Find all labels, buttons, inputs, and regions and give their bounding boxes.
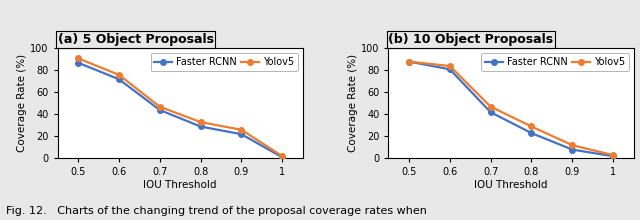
Y-axis label: Coverage Rate (%): Coverage Rate (%) bbox=[17, 54, 28, 152]
Faster RCNN bbox=[278, 156, 286, 159]
Y-axis label: Coverage Rate (%): Coverage Rate (%) bbox=[348, 54, 358, 152]
Text: (a) 5 Object Proposals: (a) 5 Object Proposals bbox=[58, 33, 214, 46]
Yolov5 bbox=[609, 154, 617, 156]
Faster RCNN bbox=[568, 148, 576, 151]
Faster RCNN bbox=[487, 111, 495, 114]
Yolov5 bbox=[568, 144, 576, 147]
Faster RCNN bbox=[196, 125, 204, 128]
Yolov5 bbox=[278, 155, 286, 158]
X-axis label: IOU Threshold: IOU Threshold bbox=[143, 180, 217, 190]
Yolov5 bbox=[405, 60, 413, 63]
Legend: Faster RCNN, Yolov5: Faster RCNN, Yolov5 bbox=[150, 53, 298, 71]
Yolov5 bbox=[196, 121, 204, 123]
Faster RCNN bbox=[156, 109, 164, 111]
Text: (b) 10 Object Proposals: (b) 10 Object Proposals bbox=[388, 33, 554, 46]
Line: Yolov5: Yolov5 bbox=[406, 59, 616, 158]
Yolov5 bbox=[156, 105, 164, 108]
Line: Faster RCNN: Faster RCNN bbox=[76, 60, 285, 160]
Faster RCNN bbox=[115, 78, 123, 81]
Yolov5 bbox=[446, 65, 454, 67]
Line: Yolov5: Yolov5 bbox=[76, 55, 285, 159]
Yolov5 bbox=[74, 57, 82, 60]
Faster RCNN bbox=[609, 155, 617, 158]
X-axis label: IOU Threshold: IOU Threshold bbox=[474, 180, 548, 190]
Faster RCNN bbox=[527, 132, 535, 134]
Line: Faster RCNN: Faster RCNN bbox=[406, 59, 616, 159]
Yolov5 bbox=[527, 125, 535, 128]
Faster RCNN bbox=[237, 133, 245, 136]
Faster RCNN bbox=[74, 61, 82, 64]
Yolov5 bbox=[487, 105, 495, 108]
Faster RCNN bbox=[405, 60, 413, 63]
Text: Fig. 12.   Charts of the changing trend of the proposal coverage rates when: Fig. 12. Charts of the changing trend of… bbox=[6, 206, 428, 216]
Yolov5 bbox=[115, 73, 123, 76]
Faster RCNN bbox=[446, 68, 454, 71]
Yolov5 bbox=[237, 128, 245, 131]
Legend: Faster RCNN, Yolov5: Faster RCNN, Yolov5 bbox=[481, 53, 628, 71]
